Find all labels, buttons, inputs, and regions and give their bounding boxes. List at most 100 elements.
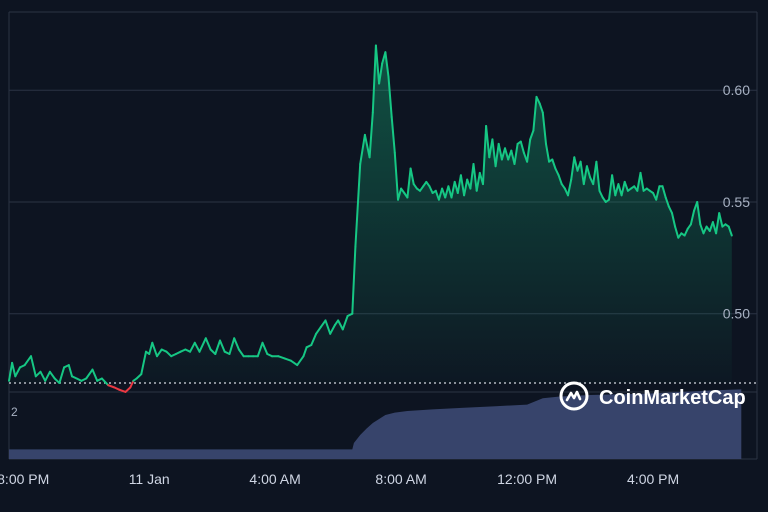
- price-line-segment: [620, 180, 626, 197]
- price-line-segment: [354, 163, 362, 248]
- price-line-segment: [58, 366, 66, 384]
- price-line-segment: [140, 350, 147, 376]
- price-line-segment: [611, 174, 617, 197]
- price-line-segment: [148, 341, 154, 355]
- price-line-segment: [614, 183, 620, 197]
- price-line-segment: [378, 62, 384, 85]
- volume-axis-label: 2: [11, 405, 18, 419]
- price-line-segment: [623, 180, 629, 192]
- price-line-segment: [570, 156, 576, 181]
- price-line-segment: [39, 370, 47, 382]
- x-tick-label: 8:00 PM: [0, 471, 49, 487]
- price-line-segment: [289, 359, 299, 367]
- price-line-segment: [393, 151, 399, 201]
- price-line-segment: [702, 225, 708, 235]
- price-line-segment: [118, 388, 127, 393]
- price-line-segment: [513, 142, 519, 165]
- price-line-segment: [551, 158, 557, 170]
- price-line-segment: [636, 171, 642, 192]
- volume-area: [9, 389, 742, 459]
- price-line-segment: [302, 346, 308, 358]
- price-line-segment: [554, 167, 560, 177]
- watermark-text: CoinMarketCap: [599, 387, 746, 409]
- price-line-segment: [397, 187, 403, 201]
- price-line-segment: [472, 163, 478, 192]
- price-line-segment: [368, 111, 374, 159]
- price-line-segment: [437, 187, 444, 201]
- price-line-segment: [428, 185, 434, 194]
- price-line-segment: [261, 341, 269, 355]
- price-line-segment: [598, 189, 604, 199]
- price-line-segment: [667, 205, 673, 215]
- price-line-segment: [406, 167, 412, 199]
- price-line-segment: [310, 332, 318, 346]
- x-tick-label: 8:00 AM: [375, 471, 426, 487]
- price-line-segment: [500, 147, 506, 161]
- price-line-segment: [214, 339, 221, 355]
- x-tick-label: 11 Jan: [129, 471, 170, 487]
- price-line-segment: [204, 337, 212, 351]
- price-line-segment: [14, 366, 21, 378]
- price-line-segment: [34, 370, 42, 378]
- price-line-segment: [30, 355, 37, 378]
- price-line-segment: [585, 165, 592, 179]
- price-line-segment: [351, 245, 357, 315]
- price-line-segment: [475, 171, 481, 192]
- price-line-segment: [124, 386, 132, 393]
- price-line-segment: [497, 142, 503, 161]
- price-line-segment: [387, 75, 393, 118]
- price-line-segment: [283, 357, 292, 362]
- price-line-segment: [482, 125, 488, 186]
- price-line-segment: [193, 341, 201, 353]
- x-tick-label: 4:00 AM: [249, 471, 300, 487]
- price-line-segment: [491, 138, 497, 168]
- price-line-segment: [11, 361, 17, 378]
- price-line-segment: [699, 223, 705, 235]
- price-line-segment: [545, 142, 551, 163]
- price-line-segment: [371, 44, 377, 114]
- price-line-segment: [519, 140, 525, 154]
- price-line-segment: [198, 337, 207, 353]
- price-line-segment: [189, 341, 196, 353]
- price-line-segment: [683, 227, 689, 237]
- price-line-segment: [718, 212, 724, 228]
- price-line-segment: [535, 95, 541, 105]
- price-line-segment: [532, 95, 538, 132]
- price-line-segment: [538, 102, 544, 114]
- price-line-segment: [608, 174, 614, 201]
- price-line-segment: [661, 185, 667, 199]
- price-line-segment: [107, 384, 116, 389]
- price-line-segment: [655, 185, 661, 201]
- price-line-segment: [233, 337, 240, 351]
- price-line-segment: [324, 319, 332, 335]
- price-line-segment: [696, 201, 702, 226]
- price-line-segment: [85, 368, 94, 380]
- price-line-segment: [573, 156, 579, 172]
- price-line-segment: [156, 348, 163, 358]
- price-line-segment: [485, 125, 491, 159]
- price-line-segment: [463, 178, 469, 197]
- price-line-segment: [390, 116, 396, 154]
- price-line-segment: [582, 165, 588, 186]
- price-line-segment: [529, 129, 535, 141]
- price-line-segment: [674, 225, 680, 239]
- price-line-segment: [384, 51, 390, 78]
- price-line-segment: [315, 326, 322, 335]
- price-line-segment: [664, 196, 670, 208]
- coinmarketcap-watermark: CoinMarketCap: [559, 381, 746, 411]
- price-line-segment: [135, 373, 143, 380]
- price-line-segment: [567, 178, 573, 197]
- price-line-segment: [165, 350, 173, 358]
- price-line-segment: [151, 341, 158, 358]
- price-line-segment: [67, 364, 73, 378]
- price-line-segment: [359, 133, 366, 165]
- price-line-segment: [44, 370, 51, 382]
- price-line-segment: [689, 209, 695, 226]
- price-line-segment: [129, 379, 135, 389]
- price-line-segment: [341, 315, 349, 331]
- price-line-segment: [671, 212, 677, 228]
- price-line-segment: [541, 111, 547, 145]
- price-line-segment: [639, 171, 645, 192]
- price-line-segment: [256, 341, 264, 358]
